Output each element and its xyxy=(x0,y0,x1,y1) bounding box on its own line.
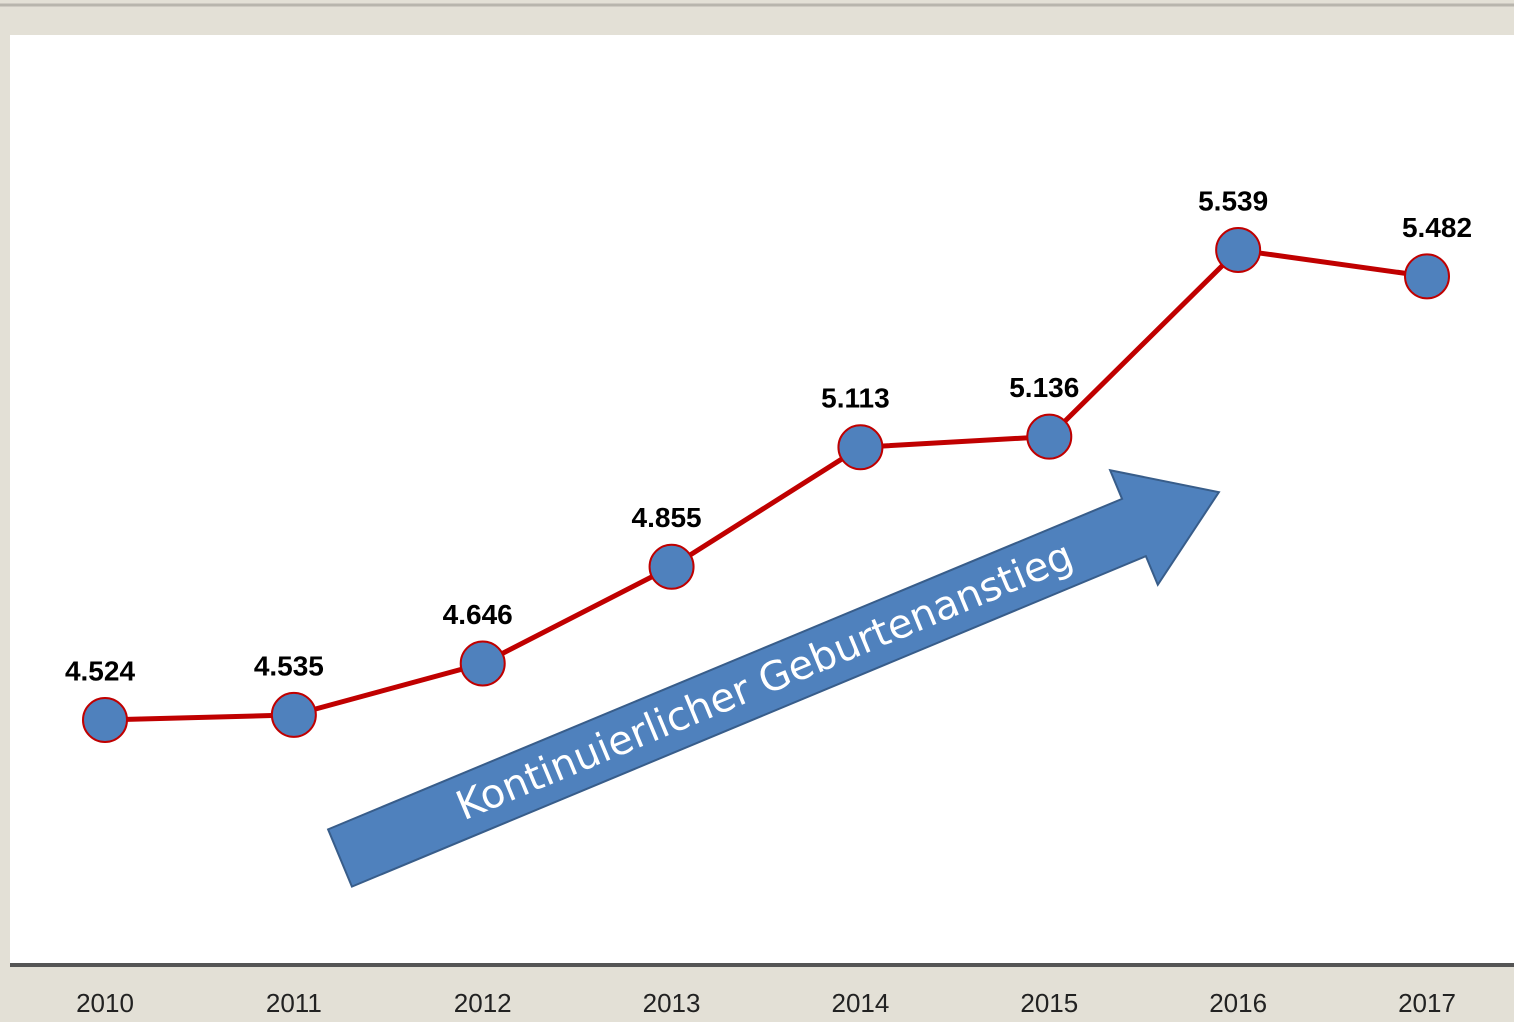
x-tick-label: 2016 xyxy=(1209,988,1267,1018)
x-tick-label: 2014 xyxy=(832,988,890,1018)
marker xyxy=(837,424,884,471)
data-label: 4.524 xyxy=(65,655,135,686)
marker xyxy=(1026,413,1073,460)
x-tick-label: 2017 xyxy=(1398,988,1456,1018)
data-label: 4.855 xyxy=(632,502,702,533)
data-label: 4.646 xyxy=(443,599,513,630)
line xyxy=(104,247,1428,723)
x-tick-label: 2015 xyxy=(1020,988,1078,1018)
plot-area xyxy=(10,35,1514,965)
marker xyxy=(1404,253,1450,300)
marker xyxy=(1215,227,1262,273)
x-tick-label: 2013 xyxy=(643,988,701,1018)
data-label: 4.535 xyxy=(254,650,324,681)
marker xyxy=(648,543,695,590)
data-label: 5.539 xyxy=(1198,185,1268,216)
data-label: 5.482 xyxy=(1402,212,1472,243)
arrow-shape xyxy=(326,468,1221,888)
x-tick-label: 2011 xyxy=(266,988,322,1018)
data-label: 5.136 xyxy=(1009,372,1079,403)
x-tick-label: 2010 xyxy=(76,988,134,1018)
x-tick-label: 2012 xyxy=(454,988,512,1018)
data-label: 5.113 xyxy=(821,383,890,414)
marker xyxy=(459,640,506,687)
marker xyxy=(82,697,128,743)
marker xyxy=(270,691,317,738)
